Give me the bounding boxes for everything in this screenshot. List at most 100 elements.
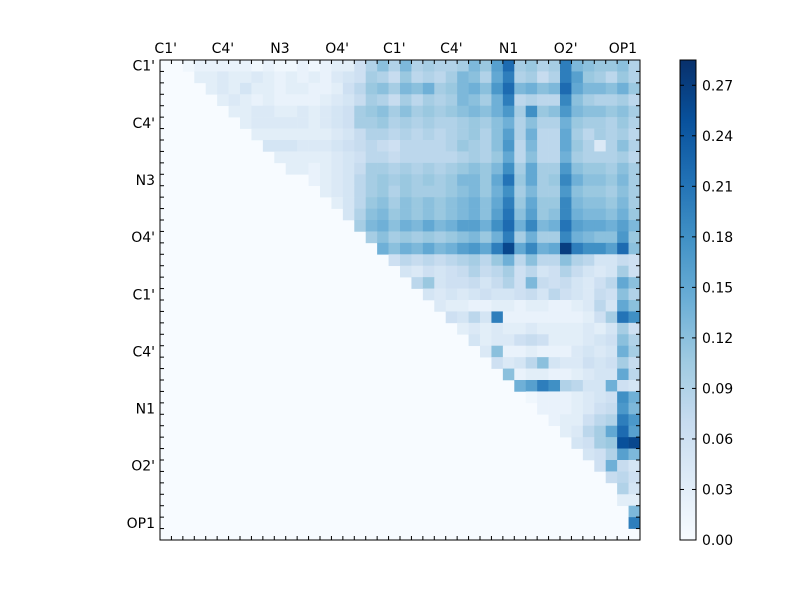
heatmap-cell (537, 60, 549, 72)
heatmap-cell (342, 82, 355, 95)
heatmap-cell (582, 151, 595, 164)
heatmap-cell (274, 105, 287, 118)
heatmap-cell (297, 128, 309, 141)
heatmap-cell (548, 94, 561, 107)
colorbar-tick-label: 0.03 (702, 483, 733, 499)
heatmap-cell (617, 140, 629, 152)
heatmap-cell (491, 151, 504, 164)
heatmap-cell (445, 105, 458, 118)
heatmap-cell (628, 448, 641, 461)
heatmap-cell (457, 300, 469, 312)
heatmap-cell (560, 94, 572, 107)
heatmap-cell (422, 231, 435, 244)
heatmap-cell (628, 140, 641, 152)
heatmap-cell (331, 197, 344, 209)
heatmap-cell (571, 151, 584, 164)
heatmap-cell (354, 185, 367, 198)
heatmap-cell (480, 277, 492, 289)
heatmap-cell (468, 288, 481, 301)
heatmap-cell (297, 162, 309, 175)
heatmap-cell (628, 322, 641, 335)
heatmap-cell (457, 220, 469, 232)
heatmap-cell (411, 94, 424, 107)
heatmap-cell (320, 140, 332, 152)
heatmap-cell (537, 151, 549, 164)
heatmap-cell (251, 71, 264, 84)
heatmap-cell (628, 71, 641, 84)
heatmap-cell (251, 117, 264, 129)
heatmap-cell (205, 71, 218, 84)
heatmap-cell (400, 151, 412, 164)
heatmap-cell (605, 425, 618, 438)
column-label: O4' (325, 41, 349, 57)
heatmap-cell (457, 277, 469, 289)
heatmap-cell (502, 277, 515, 289)
heatmap-cell (605, 140, 618, 152)
heatmap-cell (594, 460, 607, 472)
heatmap-cell (228, 105, 241, 118)
heatmap-cell (617, 380, 629, 392)
heatmap-cell (605, 448, 618, 461)
heatmap-cell (502, 71, 515, 84)
heatmap-cell (480, 288, 492, 301)
heatmap-cell (457, 94, 469, 107)
heatmap-cell (582, 300, 595, 312)
colorbar-tick-label: 0.21 (702, 179, 733, 195)
heatmap-cell (605, 242, 618, 255)
heatmap-cell (400, 254, 412, 267)
heatmap-cell (445, 208, 458, 221)
heatmap-cell (491, 254, 504, 267)
heatmap-cell (445, 197, 458, 209)
heatmap-cell (308, 82, 321, 95)
heatmap-cell (240, 60, 252, 72)
heatmap-cell (434, 254, 447, 267)
heatmap-cell (537, 140, 549, 152)
heatmap-cell (502, 254, 515, 267)
heatmap-cell (400, 94, 412, 107)
heatmap-cell (377, 71, 389, 84)
heatmap-cell (422, 82, 435, 95)
heatmap-cell (468, 162, 481, 175)
heatmap-cell (537, 300, 549, 312)
heatmap-cell (594, 300, 607, 312)
heatmap-cell (400, 174, 412, 187)
heatmap-cell (617, 277, 629, 289)
heatmap-cell (480, 94, 492, 107)
heatmap-cell (571, 208, 584, 221)
heatmap-cell (502, 368, 515, 381)
heatmap-cell (594, 402, 607, 415)
heatmap-cell (491, 322, 504, 335)
heatmap-cell (297, 71, 309, 84)
heatmap-cell (594, 128, 607, 141)
heatmap-cells (160, 60, 641, 540)
heatmap-cell (182, 60, 195, 72)
heatmap-cell (548, 220, 561, 232)
heatmap-cell (605, 254, 618, 267)
heatmap-cell (468, 82, 481, 95)
heatmap-cell (502, 128, 515, 141)
heatmap-cell (628, 231, 641, 244)
heatmap-cell (571, 322, 584, 335)
heatmap-cell (582, 437, 595, 449)
heatmap-cell (525, 208, 538, 221)
heatmap-cell (400, 105, 412, 118)
colorbar-tick-label: 0.00 (702, 533, 733, 549)
heatmap-cell (594, 357, 607, 369)
heatmap-cell (617, 448, 629, 461)
heatmap-cell (262, 117, 275, 129)
heatmap-cell (617, 391, 629, 404)
heatmap-cell (571, 357, 584, 369)
heatmap-cell (491, 185, 504, 198)
heatmap-cell (274, 71, 287, 84)
heatmap-cell (571, 254, 584, 267)
heatmap-cell (262, 71, 275, 84)
heatmap-cell (297, 140, 309, 152)
heatmap-cell (480, 60, 492, 72)
heatmap-cell (571, 82, 584, 95)
heatmap-cell (320, 185, 332, 198)
heatmap-cell (468, 151, 481, 164)
heatmap-cell (548, 185, 561, 198)
heatmap-cell (388, 174, 401, 187)
heatmap-cell (571, 71, 584, 84)
heatmap-cell (628, 414, 641, 427)
